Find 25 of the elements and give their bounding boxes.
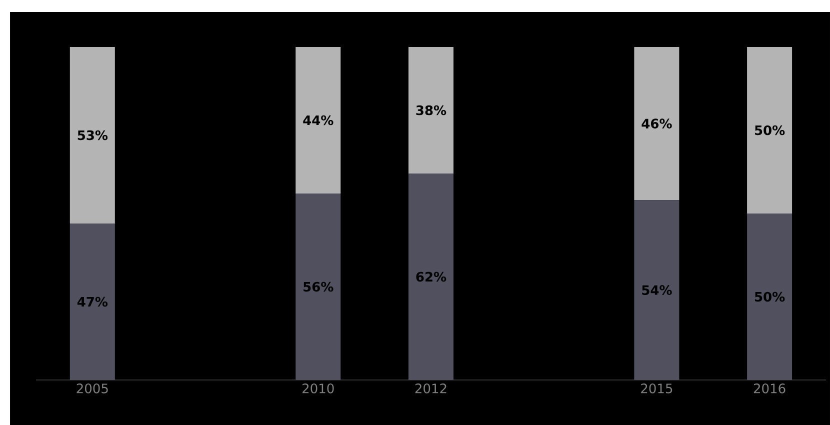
bar [408, 174, 454, 380]
bar [634, 46, 680, 200]
bar [634, 200, 680, 380]
bar [296, 194, 341, 380]
data-label: 47% [77, 296, 108, 307]
x-tick-label: 2005 [76, 384, 108, 394]
bar [70, 223, 115, 380]
data-label: 54% [642, 285, 672, 295]
data-label: 56% [304, 282, 334, 292]
data-label: 53% [78, 130, 108, 140]
data-label: 38% [416, 105, 446, 116]
x-tick-label: 2015 [641, 384, 672, 394]
data-label: 50% [754, 292, 785, 302]
bar [408, 46, 454, 174]
data-label: 44% [303, 115, 334, 126]
bar [296, 46, 341, 194]
x-tick-label: 2012 [415, 384, 446, 394]
x-tick-label: 2016 [754, 384, 786, 394]
bar [747, 213, 792, 380]
bar [70, 46, 115, 224]
data-label: 62% [416, 272, 446, 282]
x-tick-label: 2010 [302, 384, 334, 394]
bar [747, 46, 792, 214]
data-label: 46% [642, 118, 672, 128]
data-label: 50% [754, 125, 785, 136]
